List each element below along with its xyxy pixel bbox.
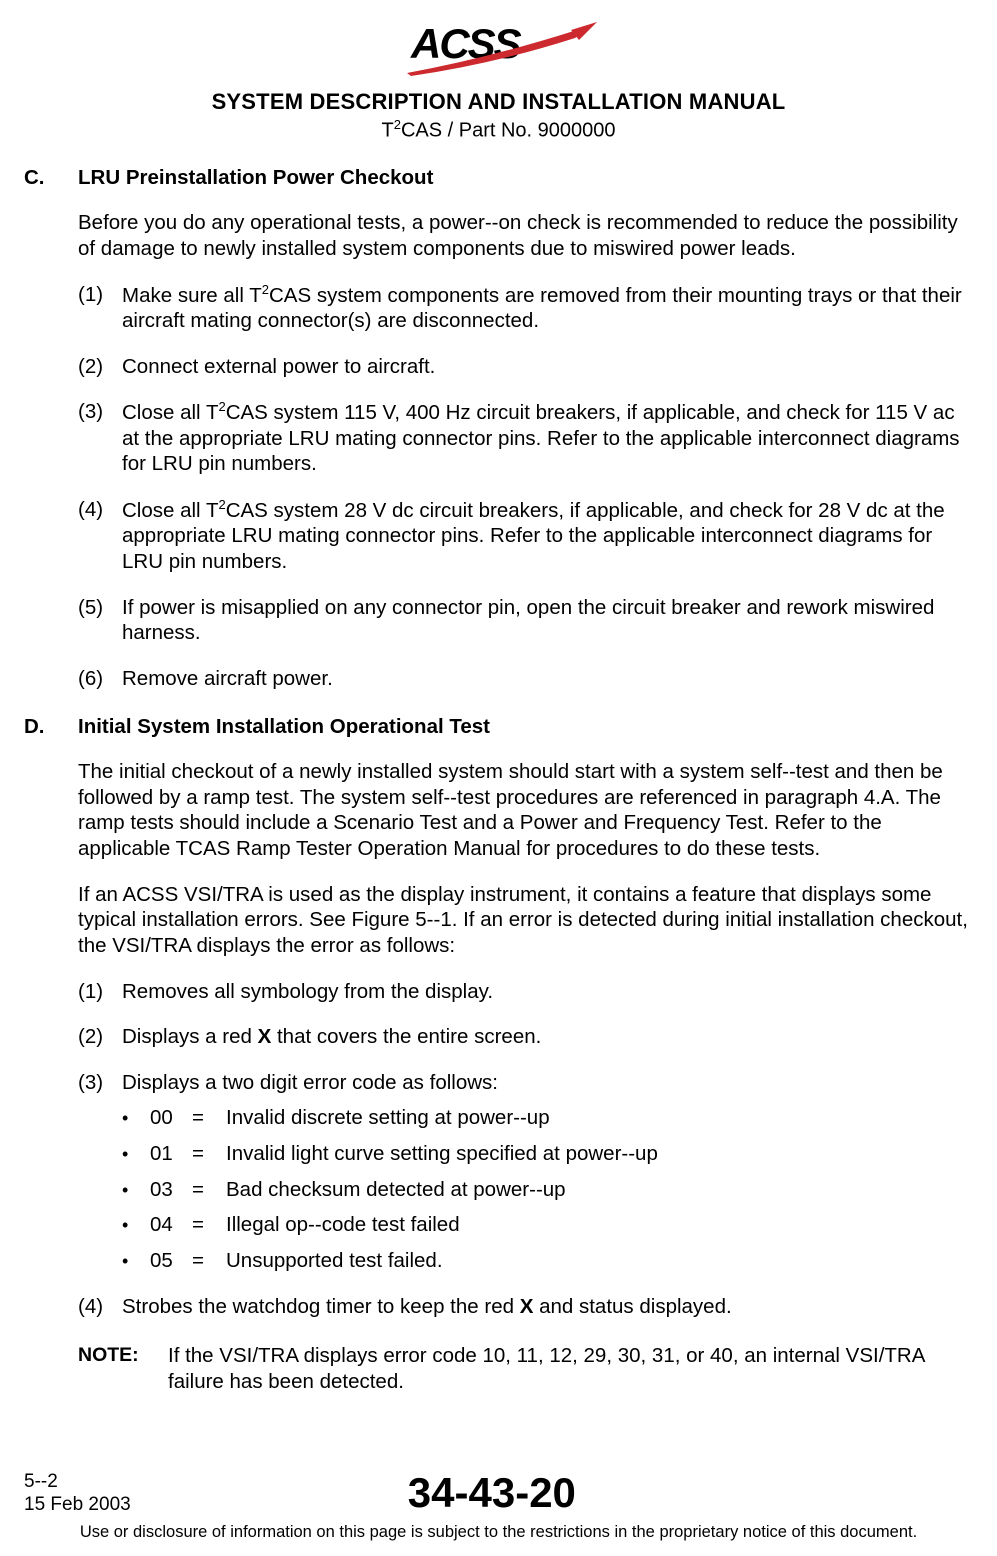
bullet-icon: • xyxy=(122,1248,150,1273)
error-desc: Unsupported test failed. xyxy=(226,1248,973,1274)
bullet-icon: • xyxy=(122,1177,150,1202)
subtitle-sup: 2 xyxy=(394,117,401,132)
step-number: (2) xyxy=(78,1024,122,1050)
bullet-icon: • xyxy=(122,1105,150,1130)
step-text: Removes all symbology from the display. xyxy=(122,979,973,1005)
step-row: (3) Displays a two digit error code as f… xyxy=(78,1070,973,1096)
equals-sign: = xyxy=(192,1212,226,1238)
page-number: 5--2 xyxy=(24,1471,131,1494)
note-row: NOTE: If the VSI/TRA displays error code… xyxy=(78,1343,973,1394)
error-desc: Bad checksum detected at power--up xyxy=(226,1177,973,1203)
bullet-icon: • xyxy=(122,1212,150,1237)
step-number: (3) xyxy=(78,1070,122,1096)
step-text: Close all T2CAS system 28 V dc circuit b… xyxy=(122,497,973,575)
error-code-row: • 01 = Invalid light curve setting speci… xyxy=(122,1141,973,1167)
step-row: (3) Close all T2CAS system 115 V, 400 Hz… xyxy=(78,399,973,477)
company-logo: ACSS xyxy=(24,18,973,85)
step-text: Connect external power to aircraft. xyxy=(122,354,973,380)
error-code: 04 xyxy=(150,1212,192,1238)
document-code: 34-43-20 xyxy=(131,1469,853,1517)
error-code-row: • 00 = Invalid discrete setting at power… xyxy=(122,1105,973,1131)
subtitle-pre: T xyxy=(381,120,393,142)
page-content: C. LRU Preinstallation Power Checkout Be… xyxy=(24,165,973,1395)
error-code-row: • 03 = Bad checksum detected at power--u… xyxy=(122,1177,973,1203)
section-d-header: D. Initial System Installation Operation… xyxy=(24,714,973,740)
step-text: Remove aircraft power. xyxy=(122,666,973,692)
proprietary-notice: Use or disclosure of information on this… xyxy=(24,1523,973,1542)
step-text: Displays a red X that covers the entire … xyxy=(122,1024,973,1050)
footer-row: 5--2 15 Feb 2003 34-43-20 xyxy=(24,1469,973,1517)
note-text: If the VSI/TRA displays error code 10, 1… xyxy=(168,1343,973,1394)
step-number: (3) xyxy=(78,399,122,425)
equals-sign: = xyxy=(192,1248,226,1274)
error-code: 05 xyxy=(150,1248,192,1274)
error-code: 03 xyxy=(150,1177,192,1203)
footer-left: 5--2 15 Feb 2003 xyxy=(24,1471,131,1517)
step-number: (2) xyxy=(78,354,122,380)
section-letter: C. xyxy=(24,165,78,191)
section-letter: D. xyxy=(24,714,78,740)
step-number: (6) xyxy=(78,666,122,692)
section-para: If an ACSS VSI/TRA is used as the displa… xyxy=(78,882,973,959)
step-number: (1) xyxy=(78,282,122,308)
subtitle-post: CAS / Part No. 9000000 xyxy=(401,120,616,142)
error-desc: Invalid light curve setting specified at… xyxy=(226,1141,973,1167)
step-number: (4) xyxy=(78,1294,122,1320)
step-text: Strobes the watchdog timer to keep the r… xyxy=(122,1294,973,1320)
section-c-body: Before you do any operational tests, a p… xyxy=(78,210,973,691)
document-page: ACSS SYSTEM DESCRIPTION AND INSTALLATION… xyxy=(0,0,997,1556)
bullet-icon: • xyxy=(122,1141,150,1166)
equals-sign: = xyxy=(192,1177,226,1203)
step-row: (4) Strobes the watchdog timer to keep t… xyxy=(78,1294,973,1320)
step-row: (2) Displays a red X that covers the ent… xyxy=(78,1024,973,1050)
step-row: (5) If power is misapplied on any connec… xyxy=(78,595,973,646)
step-text: If power is misapplied on any connector … xyxy=(122,595,973,646)
step-text: Displays a two digit error code as follo… xyxy=(122,1070,973,1096)
step-row: (4) Close all T2CAS system 28 V dc circu… xyxy=(78,497,973,575)
step-row: (1) Make sure all T2CAS system component… xyxy=(78,282,973,334)
error-code: 01 xyxy=(150,1141,192,1167)
section-title: LRU Preinstallation Power Checkout xyxy=(78,165,973,191)
section-c-header: C. LRU Preinstallation Power Checkout xyxy=(24,165,973,191)
section-title: Initial System Installation Operational … xyxy=(78,714,973,740)
section-intro: Before you do any operational tests, a p… xyxy=(78,210,973,261)
error-desc: Illegal op--code test failed xyxy=(226,1212,973,1238)
equals-sign: = xyxy=(192,1141,226,1167)
section-d-body: The initial checkout of a newly installe… xyxy=(78,759,973,1394)
error-code: 00 xyxy=(150,1105,192,1131)
error-code-row: • 05 = Unsupported test failed. xyxy=(122,1248,973,1274)
step-number: (4) xyxy=(78,497,122,523)
step-number: (5) xyxy=(78,595,122,621)
note-label: NOTE: xyxy=(78,1343,168,1367)
document-subtitle: T2CAS / Part No. 9000000 xyxy=(24,117,973,143)
step-text: Close all T2CAS system 115 V, 400 Hz cir… xyxy=(122,399,973,477)
equals-sign: = xyxy=(192,1105,226,1131)
error-code-row: • 04 = Illegal op--code test failed xyxy=(122,1212,973,1238)
section-intro: The initial checkout of a newly installe… xyxy=(78,759,973,862)
error-desc: Invalid discrete setting at power--up xyxy=(226,1105,973,1131)
step-row: (1) Removes all symbology from the displ… xyxy=(78,979,973,1005)
step-row: (6) Remove aircraft power. xyxy=(78,666,973,692)
page-date: 15 Feb 2003 xyxy=(24,1494,131,1517)
document-title: SYSTEM DESCRIPTION AND INSTALLATION MANU… xyxy=(24,89,973,115)
page-footer: 5--2 15 Feb 2003 34-43-20 Use or disclos… xyxy=(24,1469,973,1542)
svg-text:ACSS: ACSS xyxy=(410,20,522,67)
step-number: (1) xyxy=(78,979,122,1005)
step-text: Make sure all T2CAS system components ar… xyxy=(122,282,973,334)
step-row: (2) Connect external power to aircraft. xyxy=(78,354,973,380)
